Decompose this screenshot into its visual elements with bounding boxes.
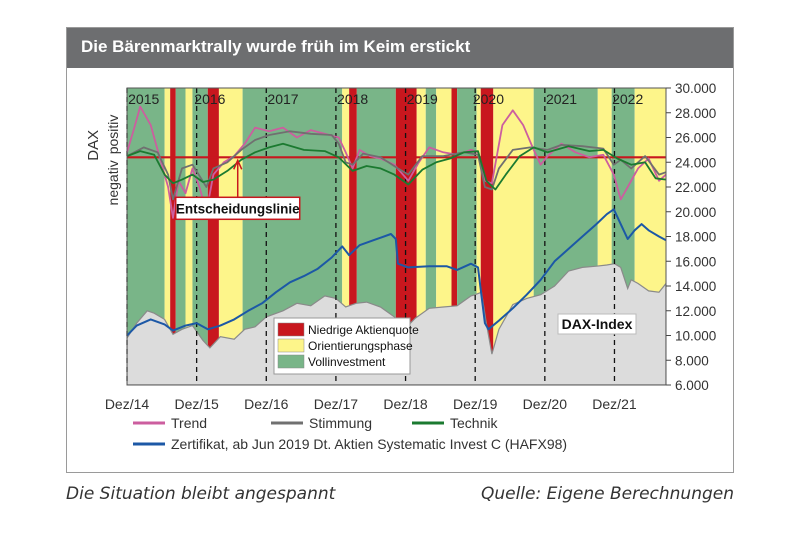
phase-legend-swatch-green xyxy=(277,354,305,369)
y-tick-label: 30.000 xyxy=(675,81,716,96)
phase-band-red xyxy=(207,88,219,385)
legend-label-zertifikat: Zertifikat, ab Jun 2019 Dt. Aktien Syste… xyxy=(171,436,567,452)
phase-band-red xyxy=(451,88,458,385)
y-tick-label: 8.000 xyxy=(675,353,709,368)
dax-label-box xyxy=(557,313,637,335)
chart-frame: Die Bärenmarktrally wurde früh im Keim e… xyxy=(66,27,734,473)
caption-left: Die Situation bleibt angespannt xyxy=(66,484,336,504)
phase-band-green xyxy=(175,88,186,385)
decision-line-label: Entscheidungslinie xyxy=(176,201,300,216)
y-tick-label: 28.000 xyxy=(675,106,716,121)
y-tick-label: 22.000 xyxy=(675,180,716,195)
y-tick-label: 26.000 xyxy=(675,131,716,146)
y-tick-label: 12.000 xyxy=(675,304,716,319)
decision-label-box xyxy=(174,196,301,221)
x-tick-label: Dez/18 xyxy=(383,396,428,412)
y-tick-label: 6.000 xyxy=(675,378,709,393)
x-tick-label: Dez/14 xyxy=(105,396,150,412)
left-axis-negative: negativ xyxy=(105,160,121,205)
legend-label-technik: Technik xyxy=(450,415,498,431)
x-tick-label: Dez/15 xyxy=(174,396,219,412)
year-label: 2017 xyxy=(267,91,298,107)
caption-source: Quelle: Eigene Berechnungen xyxy=(480,484,734,504)
chart-title: Die Bärenmarktrally wurde früh im Keim e… xyxy=(81,37,471,56)
y-tick-label: 10.000 xyxy=(675,329,716,344)
year-label: 2021 xyxy=(546,91,577,107)
year-label: 2019 xyxy=(407,91,438,107)
phase-legend-label: Orientierungsphase xyxy=(308,339,413,353)
x-tick-label: Dez/19 xyxy=(453,396,498,412)
phase-legend-label: Niedrige Aktienquote xyxy=(308,323,419,337)
y-tick-label: 16.000 xyxy=(675,254,716,269)
x-tick-label: Dez/17 xyxy=(314,396,359,412)
legend-label-trend: Trend xyxy=(171,415,207,431)
legend-label-stimmung: Stimmung xyxy=(309,415,372,431)
decision-arrow-head xyxy=(233,158,243,170)
x-tick-label: Dez/21 xyxy=(592,396,637,412)
year-label: 2015 xyxy=(128,91,159,107)
series-line-stimmung xyxy=(127,130,666,201)
y-tick-label: 18.000 xyxy=(675,230,716,245)
year-label: 2022 xyxy=(612,91,643,107)
phase-band-yellow xyxy=(476,88,481,385)
phase-band-yellow xyxy=(416,88,426,385)
chart-canvas: 6.000 8.000 10.000 12.000 14.000 16.000 18.000… xyxy=(85,81,716,452)
series-line-technik xyxy=(127,142,666,191)
phase-band-yellow xyxy=(164,88,171,385)
year-label: 2020 xyxy=(473,91,504,107)
phase-band-red xyxy=(170,88,176,385)
series-line-trend xyxy=(127,105,666,219)
phase-band-yellow xyxy=(185,88,193,385)
y-tick-label: 24.000 xyxy=(675,155,716,170)
phase-band-red xyxy=(349,88,357,385)
y-tick-label: 20.000 xyxy=(675,205,716,220)
y-tick-label: 14.000 xyxy=(675,279,716,294)
year-label: 2018 xyxy=(337,91,368,107)
left-axis-label: DAX xyxy=(85,130,102,161)
phase-band-green xyxy=(425,88,437,385)
series-line-zertifikat xyxy=(127,208,666,337)
phase-legend-swatch-yellow xyxy=(277,338,305,353)
year-label: 2016 xyxy=(194,91,225,107)
title-bar: Die Bärenmarktrally wurde früh im Keim e… xyxy=(67,28,733,68)
left-axis-positive: positiv xyxy=(105,115,121,155)
phase-band-red xyxy=(395,88,417,385)
phase-band-yellow xyxy=(342,88,350,385)
x-tick-label: Dez/20 xyxy=(523,396,568,412)
phase-legend-swatch-red xyxy=(277,322,305,337)
dax-index-label: DAX-Index xyxy=(562,316,633,332)
phase-legend-label: Vollinvestment xyxy=(308,355,386,369)
x-tick-label: Dez/16 xyxy=(244,396,289,412)
